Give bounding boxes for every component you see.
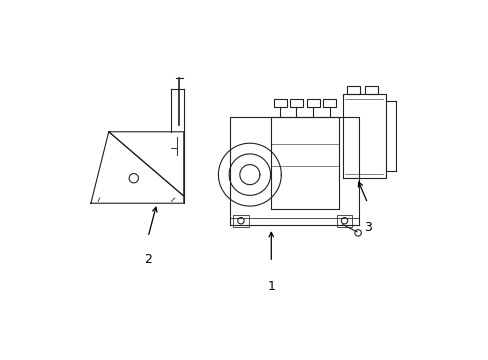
Bar [336,215,352,227]
Text: 2: 2 [144,253,152,266]
Bar [364,86,377,94]
Bar [233,215,248,227]
Text: 3: 3 [363,221,371,234]
Bar [273,99,286,107]
Bar [346,86,359,94]
Bar [306,99,319,107]
Bar [323,99,335,107]
Bar [289,99,302,107]
Text: 1: 1 [267,280,275,293]
